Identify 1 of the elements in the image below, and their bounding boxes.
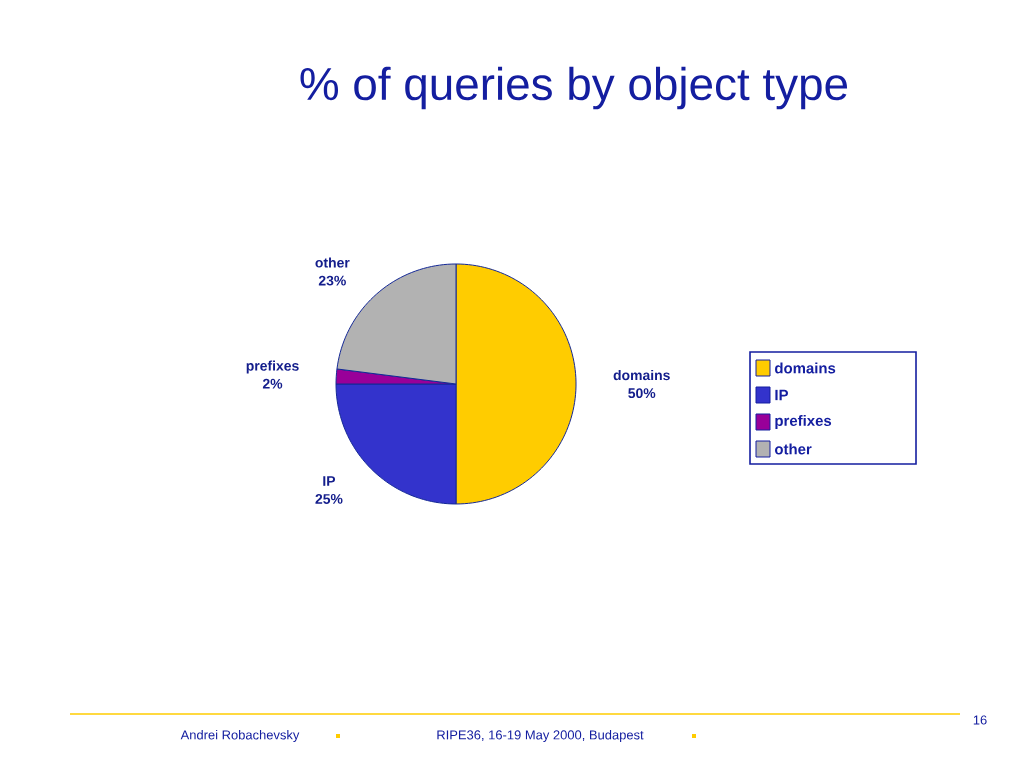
chart-title: % of queries by object type	[300, 66, 848, 110]
